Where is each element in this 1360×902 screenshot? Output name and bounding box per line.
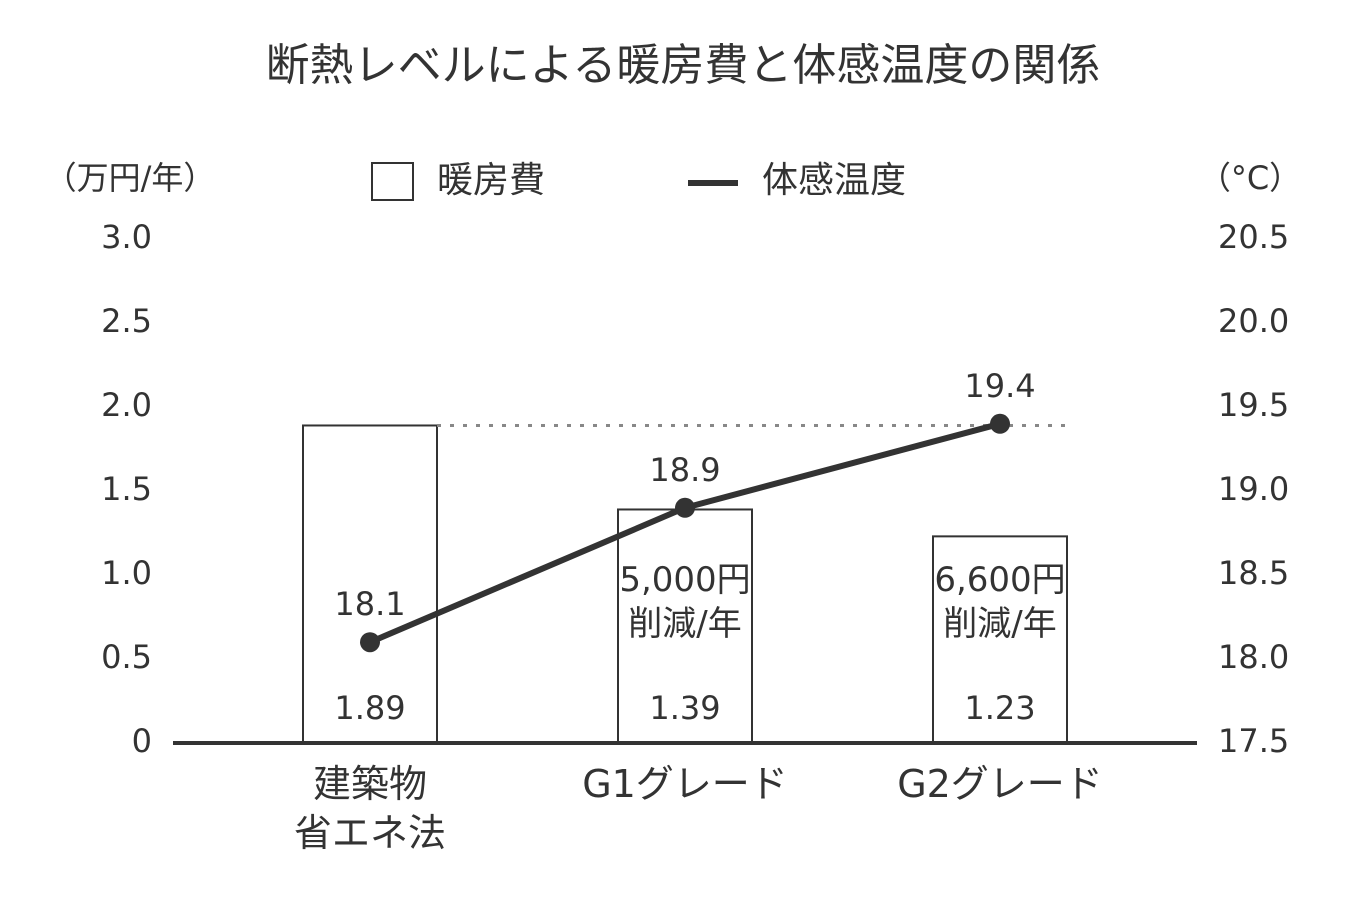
y-tick-label: 1.0 — [101, 554, 152, 592]
point-label: 18.9 — [649, 451, 720, 489]
legend-label: 体感温度 — [762, 160, 906, 201]
bar — [932, 535, 1068, 744]
y2-tick-label: 19.5 — [1218, 386, 1289, 424]
bar-value-label: 1.23 — [964, 689, 1035, 727]
point — [675, 497, 695, 518]
y-tick-label: 0 — [132, 722, 152, 760]
bar-value-label: 1.89 — [334, 689, 405, 727]
x-tick-label: G2グレード — [897, 762, 1103, 806]
y2-tick-label: 18.5 — [1218, 554, 1289, 592]
bar — [302, 424, 438, 744]
y2-tick-label: 20.0 — [1218, 302, 1289, 340]
bar-note: 5,000円 削減/年 — [619, 560, 751, 645]
point — [990, 413, 1010, 434]
y-tick-label: 2.0 — [101, 386, 152, 424]
point-label: 19.4 — [964, 367, 1035, 405]
y2-tick-label: 20.5 — [1218, 218, 1289, 256]
bar-value-label: 1.39 — [649, 689, 720, 727]
y2-tick-label: 18.0 — [1218, 638, 1289, 676]
y2-axis-label: （°C） — [1199, 159, 1301, 197]
y2-tick-label: 19.0 — [1218, 470, 1289, 508]
legend-swatch-bar — [371, 162, 414, 201]
y2-tick-label: 17.5 — [1218, 722, 1289, 760]
y-tick-label: 2.5 — [101, 302, 152, 340]
x-tick-label: G1グレード — [582, 762, 788, 806]
y-tick-label: 3.0 — [101, 218, 152, 256]
point — [360, 632, 380, 653]
bar — [617, 508, 753, 745]
chart-title: 断熱レベルによる暖房費と体感温度の関係 — [266, 40, 1101, 91]
y-tick-label: 1.5 — [101, 470, 152, 508]
bar-note: 6,600円 削減/年 — [934, 560, 1066, 645]
legend-label: 暖房費 — [437, 160, 545, 201]
x-tick-label: 建築物 省エネ法 — [293, 762, 447, 856]
y-tick-label: 0.5 — [101, 638, 152, 676]
point-label: 18.1 — [334, 585, 405, 623]
y-axis-label: （万円/年） — [45, 159, 216, 197]
